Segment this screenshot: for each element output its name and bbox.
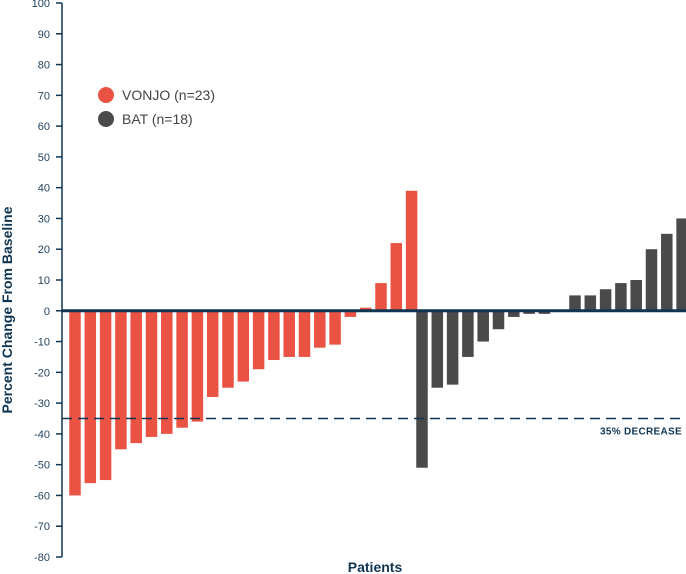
- bar-bat: [477, 310, 489, 342]
- legend-swatch-bat: [98, 111, 114, 127]
- bar-vonjo: [130, 310, 142, 444]
- bar-bat: [615, 283, 627, 311]
- bar-vonjo: [176, 310, 188, 428]
- y-tick-label: 0: [44, 306, 50, 318]
- y-tick-label: -10: [34, 337, 50, 349]
- y-tick-label: -20: [34, 367, 50, 379]
- x-axis-title: Patients: [348, 559, 403, 574]
- bar-bat: [508, 310, 520, 317]
- y-tick-label: -50: [34, 460, 50, 472]
- bar-vonjo: [405, 190, 418, 311]
- legend-label-vonjo: VONJO (n=23): [122, 87, 215, 103]
- y-tick-label: -70: [34, 521, 50, 533]
- bar-vonjo: [191, 310, 204, 422]
- bars: [69, 190, 686, 496]
- bar-vonjo: [298, 310, 311, 357]
- bar-vonjo: [390, 243, 403, 311]
- y-tick-label: 10: [38, 275, 50, 287]
- bar-vonjo: [314, 310, 326, 348]
- legend-swatch-vonjo: [98, 87, 114, 103]
- y-tick-label: 80: [38, 60, 50, 72]
- bar-vonjo: [206, 310, 219, 397]
- y-axis-title: Percent Change From Baseline: [0, 206, 15, 413]
- bar-bat: [523, 310, 535, 314]
- bar-vonjo: [375, 283, 387, 311]
- bar-vonjo: [222, 310, 234, 388]
- bar-vonjo: [283, 310, 295, 357]
- bar-bat: [584, 295, 597, 311]
- bar-bat: [661, 233, 673, 311]
- y-tick-label: -30: [34, 398, 50, 410]
- bar-vonjo: [69, 310, 81, 496]
- bar-bat: [462, 310, 474, 357]
- bar-vonjo: [329, 310, 341, 345]
- y-tick-label: 20: [38, 244, 50, 256]
- bar-bat: [431, 310, 444, 388]
- bar-bat: [492, 310, 505, 330]
- bar-vonjo: [359, 307, 372, 311]
- bar-bat: [645, 249, 658, 311]
- bar-bat: [630, 280, 642, 311]
- legend-label-bat: BAT (n=18): [122, 111, 193, 127]
- y-tick-label: 50: [38, 152, 50, 164]
- bar-vonjo: [161, 310, 173, 434]
- bar-vonjo: [84, 310, 97, 484]
- y-tick-label: -40: [34, 429, 50, 441]
- y-tick-label: -60: [34, 490, 50, 502]
- y-tick-label: 70: [38, 90, 50, 102]
- y-tick-label: 30: [38, 213, 50, 225]
- bar-bat: [676, 218, 686, 311]
- bar-vonjo: [237, 310, 250, 382]
- y-tick-label: 60: [38, 121, 50, 133]
- bar-bat: [599, 289, 612, 311]
- bar-bat: [569, 295, 581, 311]
- bar-vonjo: [115, 310, 127, 450]
- bar-vonjo: [268, 310, 280, 361]
- bar-bat: [538, 310, 551, 314]
- legend: VONJO (n=23) BAT (n=18): [98, 87, 215, 127]
- reference-line-label: 35% DECREASE: [600, 427, 682, 438]
- y-tick-label: 40: [38, 183, 50, 195]
- y-tick-label: -80: [34, 552, 50, 564]
- bar-vonjo: [99, 310, 112, 481]
- y-axis: 1009080706050403020100-10-20-30-40-50-60…: [32, 0, 63, 564]
- bar-vonjo: [344, 310, 357, 317]
- y-tick-label: 100: [32, 0, 50, 10]
- y-tick-label: 90: [38, 29, 50, 41]
- bar-vonjo: [252, 310, 265, 370]
- bar-bat: [416, 310, 428, 468]
- bar-vonjo: [145, 310, 158, 437]
- bar-bat: [446, 310, 459, 385]
